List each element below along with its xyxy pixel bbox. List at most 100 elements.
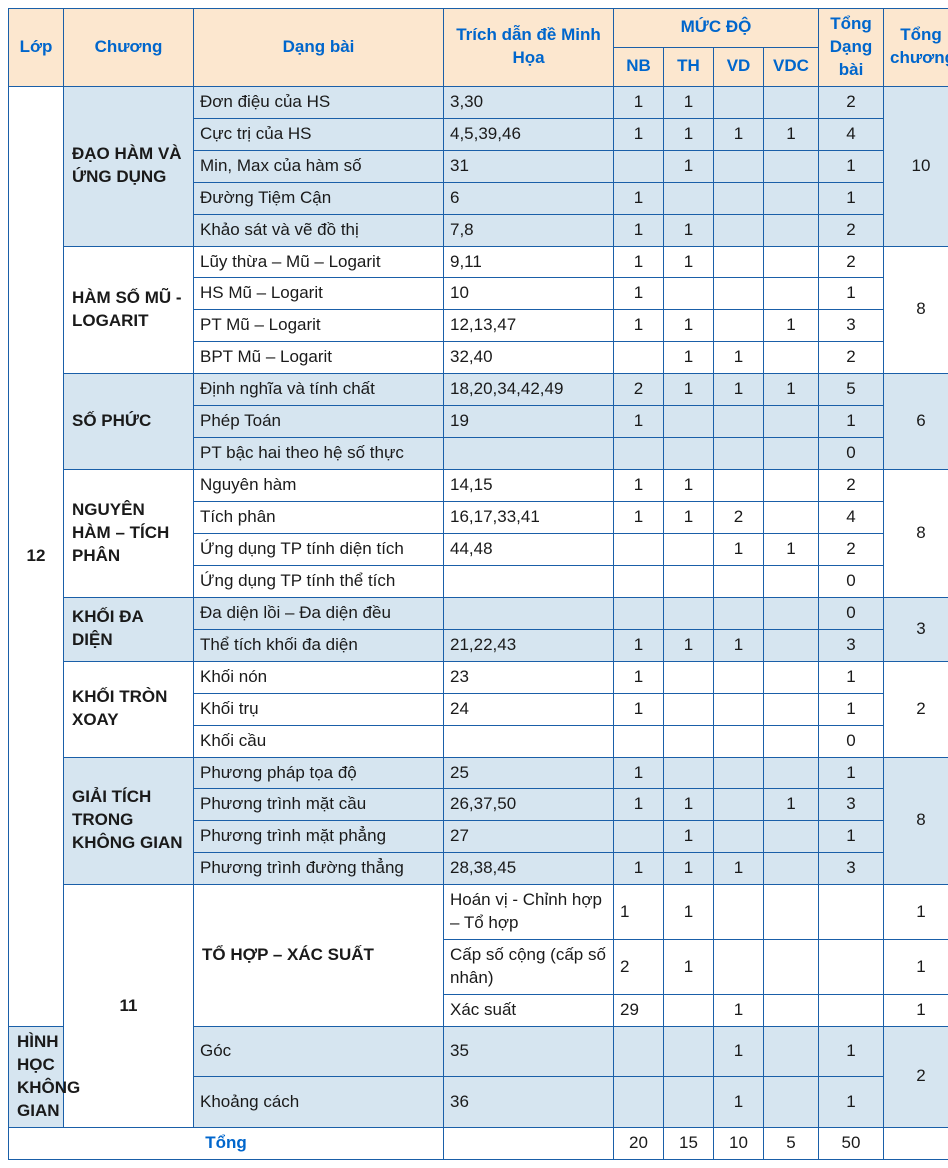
vd-cell bbox=[714, 214, 764, 246]
dang-bai-cell: Tích phân bbox=[194, 502, 444, 534]
tong-dang-bai-cell: 0 bbox=[819, 597, 884, 629]
totals-label: Tổng bbox=[9, 1127, 444, 1159]
nb-cell bbox=[614, 438, 664, 470]
vd-cell: 1 bbox=[714, 118, 764, 150]
header-muc-do: MỨC ĐỘ bbox=[614, 9, 819, 48]
tong-dang-bai-cell: 1 bbox=[819, 278, 884, 310]
tong-chuong-cell: 2 bbox=[884, 661, 948, 757]
th-cell: 1 bbox=[664, 821, 714, 853]
totals-row: Tổng201510550 bbox=[9, 1127, 948, 1159]
tong-dang-bai-cell: 3 bbox=[819, 310, 884, 342]
nb-cell: 2 bbox=[614, 374, 664, 406]
chapter-cell: ĐẠO HÀM VÀ ỨNG DỤNG bbox=[64, 86, 194, 246]
trich-dan-cell: 7,8 bbox=[444, 214, 614, 246]
nb-cell: 1 bbox=[614, 693, 664, 725]
nb-cell bbox=[664, 995, 714, 1027]
vd-cell bbox=[714, 789, 764, 821]
th-cell: 1 bbox=[664, 470, 714, 502]
tong-dang-bai-cell: 1 bbox=[819, 182, 884, 214]
th-cell bbox=[664, 757, 714, 789]
trich-dan-cell: 44,48 bbox=[444, 533, 614, 565]
chapter-cell: TỔ HỢP – XÁC SUẤT bbox=[194, 885, 444, 1027]
th-cell: 1 bbox=[664, 342, 714, 374]
trich-dan-cell: 21,22,43 bbox=[444, 629, 614, 661]
dang-bai-cell: Ứng dụng TP tính diện tích bbox=[194, 533, 444, 565]
th-cell bbox=[664, 725, 714, 757]
th-cell bbox=[664, 438, 714, 470]
totals-tdb: 50 bbox=[819, 1127, 884, 1159]
th-cell: 1 bbox=[664, 150, 714, 182]
trich-dan-cell: 27 bbox=[444, 821, 614, 853]
vdc-cell bbox=[764, 406, 819, 438]
tong-dang-bai-cell: 1 bbox=[819, 150, 884, 182]
header-tong-dang-bai: Tổng Dạng bài bbox=[819, 9, 884, 87]
header-vd: VD bbox=[714, 47, 764, 86]
header-nb: NB bbox=[614, 47, 664, 86]
tong-dang-bai-cell: 4 bbox=[819, 118, 884, 150]
header-chuong: Chương bbox=[64, 9, 194, 87]
vd-cell: 1 bbox=[714, 1077, 764, 1127]
th-cell: 1 bbox=[664, 853, 714, 885]
tong-dang-bai-cell: 0 bbox=[819, 565, 884, 597]
th-cell: 1 bbox=[664, 374, 714, 406]
nb-cell: 1 bbox=[614, 789, 664, 821]
vd-cell: 1 bbox=[714, 1026, 764, 1076]
vd-cell bbox=[714, 182, 764, 214]
chapter-cell: KHỐI ĐA DIỆN bbox=[64, 597, 194, 661]
table-row: NGUYÊN HÀM – TÍCH PHÂNNguyên hàm14,15112… bbox=[9, 470, 948, 502]
th-cell bbox=[664, 182, 714, 214]
dang-bai-cell: PT bậc hai theo hệ số thực bbox=[194, 438, 444, 470]
vdc-cell bbox=[764, 470, 819, 502]
nb-cell: 1 bbox=[664, 940, 714, 995]
nb-cell bbox=[614, 533, 664, 565]
tong-dang-bai-cell: 1 bbox=[819, 693, 884, 725]
totals-th: 15 bbox=[664, 1127, 714, 1159]
vdc-cell bbox=[764, 725, 819, 757]
tong-dang-bai-cell: 4 bbox=[819, 502, 884, 534]
trich-dan-cell: 26,37,50 bbox=[444, 789, 614, 821]
nb-cell: 1 bbox=[614, 278, 664, 310]
nb-cell bbox=[614, 821, 664, 853]
vd-cell bbox=[714, 597, 764, 629]
vdc-cell bbox=[764, 182, 819, 214]
chapter-cell: HÀM SỐ MŨ - LOGARIT bbox=[64, 246, 194, 374]
vd-cell bbox=[714, 150, 764, 182]
th-cell bbox=[664, 533, 714, 565]
th-cell: 1 bbox=[664, 310, 714, 342]
tong-dang-bai-cell: 1 bbox=[884, 995, 948, 1027]
dang-bai-cell: Góc bbox=[194, 1026, 444, 1076]
table-row: HÀM SỐ MŨ - LOGARITLũy thừa – Mũ – Logar… bbox=[9, 246, 948, 278]
vd-cell bbox=[714, 406, 764, 438]
nb-cell: 1 bbox=[614, 406, 664, 438]
th-cell bbox=[714, 885, 764, 940]
trich-dan-cell: 35 bbox=[444, 1026, 614, 1076]
dang-bai-cell: Phương trình mặt cầu bbox=[194, 789, 444, 821]
trich-dan-cell: 32,40 bbox=[444, 342, 614, 374]
table-row: 12ĐẠO HÀM VÀ ỨNG DỤNGĐơn điệu của HS3,30… bbox=[9, 86, 948, 118]
trich-dan-cell: 10 bbox=[444, 278, 614, 310]
dang-bai-cell: Khối trụ bbox=[194, 693, 444, 725]
th-cell: 1 bbox=[664, 118, 714, 150]
tong-dang-bai-cell: 1 bbox=[819, 757, 884, 789]
vd-cell bbox=[714, 661, 764, 693]
vd-cell bbox=[764, 995, 819, 1027]
dang-bai-cell: Phép Toán bbox=[194, 406, 444, 438]
totals-vd: 10 bbox=[714, 1127, 764, 1159]
vd-cell bbox=[764, 940, 819, 995]
vdc-cell: 1 bbox=[764, 374, 819, 406]
tong-dang-bai-cell: 3 bbox=[819, 853, 884, 885]
nb-cell: 1 bbox=[614, 629, 664, 661]
nb-cell: 1 bbox=[614, 661, 664, 693]
chapter-cell: HÌNH HỌC KHÔNG GIAN bbox=[9, 1026, 64, 1127]
dang-bai-cell: Ứng dụng TP tính thể tích bbox=[194, 565, 444, 597]
vd-cell: 1 bbox=[714, 533, 764, 565]
trich-dan-cell: 3,30 bbox=[444, 86, 614, 118]
th-cell: 1 bbox=[664, 629, 714, 661]
trich-dan-cell: 29 bbox=[614, 995, 664, 1027]
dang-bai-cell: Nguyên hàm bbox=[194, 470, 444, 502]
tong-dang-bai-cell: 0 bbox=[819, 725, 884, 757]
nb-cell bbox=[614, 1077, 664, 1127]
nb-cell: 1 bbox=[614, 246, 664, 278]
chapter-cell: KHỐI TRÒN XOAY bbox=[64, 661, 194, 757]
dang-bai-cell: Min, Max của hàm số bbox=[194, 150, 444, 182]
